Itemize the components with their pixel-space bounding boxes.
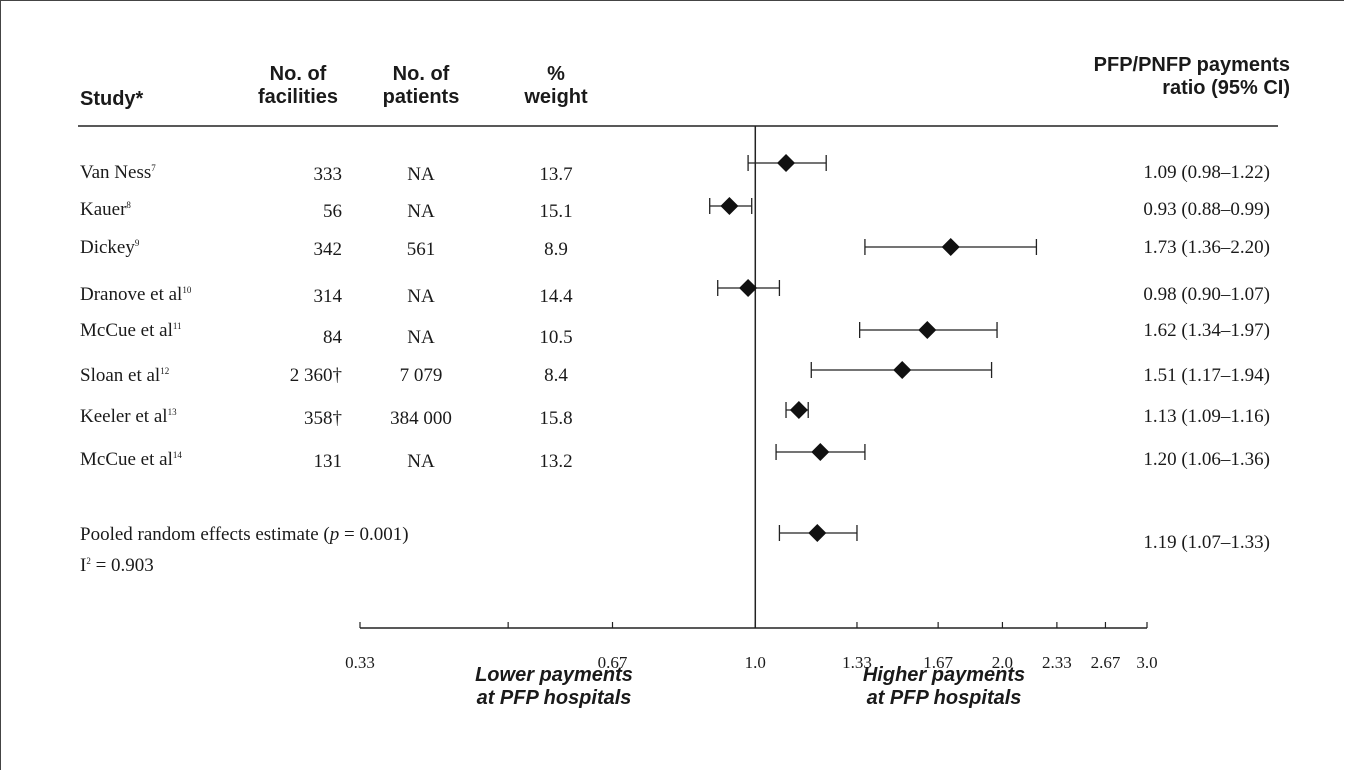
study-ref: 14 [172, 450, 182, 460]
weight-value: 15.8 [539, 408, 573, 429]
header-patients-line1: No. of [392, 63, 450, 85]
ci-value: 1.51 (1.17–1.94) [1143, 365, 1270, 386]
study-ref: 12 [160, 366, 170, 376]
header-patients: No. of patients [366, 63, 476, 109]
study-name: Keeler et al [80, 406, 168, 427]
header-ratio: PFP/PNFP payments ratio (95% CI) [1020, 54, 1290, 100]
facilities-value: 2 360† [289, 365, 342, 386]
pooled-label-pre: Pooled random effects estimate ( [80, 524, 330, 545]
study-name: McCue et al [80, 449, 173, 470]
x-tick-label: 3.0 [1136, 653, 1157, 672]
ci-value: 0.93 (0.88–0.99) [1143, 199, 1270, 220]
x-tick-label: 0.33 [345, 653, 375, 672]
weight-value: 15.1 [539, 201, 573, 222]
study-name: Sloan et al [80, 365, 161, 386]
study-estimate-diamond [811, 443, 830, 461]
facilities-value: 56 [323, 201, 342, 222]
header-patients-line2: patients [382, 86, 460, 108]
lower-payments-label: Lower payments at PFP hospitals [434, 664, 674, 710]
study-name: Dranove et al [80, 284, 183, 305]
header-ratio-line2: ratio (95% CI) [1162, 77, 1290, 99]
study-name: Dickey [80, 237, 135, 258]
patients-value: 384 000 [390, 408, 452, 429]
patients-value: NA [407, 164, 435, 185]
header-facilities: No. of facilities [238, 63, 358, 109]
study-ref: 8 [126, 200, 131, 210]
weight-value: 13.2 [539, 451, 573, 472]
study-estimate-diamond [777, 154, 796, 172]
weight-value: 14.4 [539, 286, 573, 307]
patients-value: NA [407, 451, 435, 472]
study-estimate-diamond [941, 238, 960, 256]
ci-value: 1.73 (1.36–2.20) [1143, 237, 1270, 258]
study-ref: 9 [134, 238, 140, 248]
x-tick-label: 1.0 [745, 653, 766, 672]
study-estimate-diamond [739, 279, 758, 297]
header-weight-line1: % [547, 63, 565, 85]
pooled-label-post: = 0.001) [339, 524, 409, 545]
weight-value: 8.9 [544, 239, 568, 260]
x-tick-label: 2.0 [992, 653, 1013, 672]
lower-payments-line1: Lower payments [475, 664, 633, 686]
higher-payments-label: Higher payments at PFP hospitals [824, 664, 1064, 710]
patients-value: NA [407, 327, 435, 348]
patients-value: 7 079 [399, 365, 443, 386]
lower-payments-line2: at PFP hospitals [476, 687, 632, 709]
weight-value: 13.7 [539, 164, 573, 185]
x-tick-label: 0.67 [598, 653, 628, 672]
study-estimate-diamond [720, 197, 739, 215]
header-ratio-line1: PFP/PNFP payments [1093, 54, 1290, 76]
pooled-label-p: p [329, 524, 340, 545]
i2-label: I2 = 0.903 [80, 555, 154, 577]
study-ref: 10 [182, 285, 192, 295]
study-estimate-diamond [789, 401, 808, 419]
study-name: Van Ness [80, 162, 152, 183]
study-name: McCue et al [80, 320, 173, 341]
i2-superscript: 2 [86, 556, 91, 566]
study-estimate-diamond [893, 361, 912, 379]
facilities-value: 342 [313, 239, 343, 260]
pooled-label: Pooled random effects estimate (p = 0.00… [80, 524, 409, 546]
facilities-value: 131 [313, 451, 343, 472]
ci-value: 1.13 (1.09–1.16) [1143, 406, 1270, 427]
study-ref: 11 [172, 321, 182, 331]
ci-value: 1.20 (1.06–1.36) [1143, 449, 1270, 470]
ci-value: 1.62 (1.34–1.97) [1143, 320, 1270, 341]
header-weight-line2: weight [524, 86, 588, 108]
i2-symbol: I [80, 555, 87, 576]
pooled-ci-value: 1.19 (1.07–1.33) [1143, 532, 1270, 553]
higher-payments-line2: at PFP hospitals [866, 687, 1022, 709]
facilities-value: 314 [313, 286, 343, 307]
header-facilities-line1: No. of [269, 63, 327, 85]
study-ref: 13 [167, 407, 177, 417]
pooled-estimate-diamond [808, 524, 827, 542]
x-tick-label: 2.33 [1042, 653, 1072, 672]
header-study: Study* [80, 88, 144, 110]
ci-value: 1.09 (0.98–1.22) [1143, 162, 1270, 183]
x-tick-label: 1.33 [842, 653, 872, 672]
study-name: Kauer [80, 199, 127, 220]
i2-value: = 0.903 [90, 555, 154, 576]
patients-value: NA [407, 286, 435, 307]
facilities-value: 358† [304, 408, 342, 429]
facilities-value: 84 [323, 327, 342, 348]
study-ref: 7 [151, 163, 156, 173]
patients-value: NA [407, 201, 435, 222]
study-estimate-diamond [918, 321, 937, 339]
header-weight: % weight [515, 63, 597, 109]
weight-value: 8.4 [544, 365, 568, 386]
higher-payments-line1: Higher payments [862, 664, 1026, 686]
header-facilities-line2: facilities [257, 86, 339, 108]
x-tick-label: 2.67 [1091, 653, 1121, 672]
x-tick-label: 1.67 [923, 653, 953, 672]
patients-value: 561 [406, 239, 436, 260]
weight-value: 10.5 [539, 327, 573, 348]
ci-value: 0.98 (0.90–1.07) [1143, 284, 1270, 305]
facilities-value: 333 [313, 164, 343, 185]
